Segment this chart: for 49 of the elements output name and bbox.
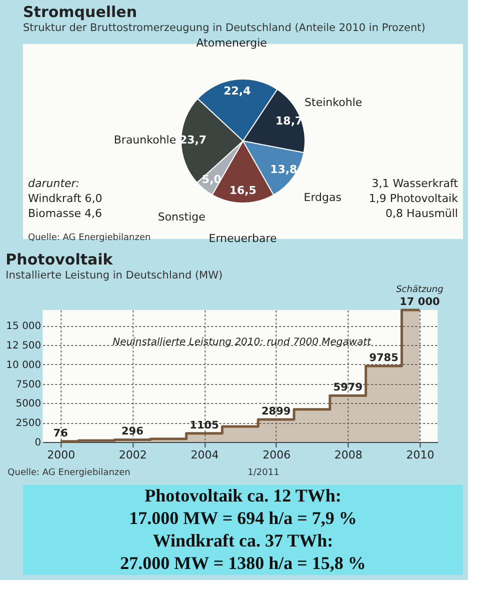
data-label: 22,4 (224, 84, 252, 98)
y-tick-label: 7500 (16, 379, 42, 390)
data-label: 18,7 (276, 114, 303, 128)
chart-subtitle: Struktur der Bruttostromerzeugung in Deutschland (Anteile 2010 in Prozent) (23, 22, 426, 34)
text: 17.000 MW = 694 h/a = 7,9 % (129, 508, 357, 528)
slice-label: Erdgas (304, 191, 342, 204)
text: Biomasse 4,6 (28, 207, 102, 220)
data-label: 9785 (369, 352, 398, 364)
chart-title: Photovoltaik (6, 250, 114, 268)
data-label: 16,5 (229, 184, 256, 197)
annotation: Schätzung (396, 285, 444, 295)
y-tick-label: 5000 (16, 398, 42, 410)
chart-subtitle: Installierte Leistung in Deutschland (MW) (6, 270, 223, 282)
data-label: 296 (121, 426, 144, 438)
slice-label: Steinkohle (304, 96, 362, 110)
data-label: 17 000 (400, 296, 440, 308)
y-tick-label: 15 000 (6, 321, 42, 332)
text: 27.000 MW = 1380 h/a = 15,8 % (120, 552, 366, 573)
text: Photovoltaik ca. 12 TWh: (144, 485, 342, 506)
chart-title: Stromquellen (23, 3, 138, 22)
text: Windkraft ca. 37 TWh: (152, 530, 334, 550)
slice-label: Braunkohle (114, 133, 176, 146)
source-note: Quelle: AG Energiebilanzen (28, 233, 151, 243)
data-label: 5979 (333, 382, 363, 394)
text: Windkraft 6,0 (28, 192, 102, 205)
x-tick-label: 2006 (262, 448, 291, 462)
slice-label: Sonstige (158, 210, 206, 224)
source-note: Quelle: AG Energiebilanzen (8, 468, 130, 478)
y-tick-label: 10 000 (6, 360, 42, 371)
y-tick-label: 0 (34, 438, 42, 448)
y-tick-label: 2500 (16, 418, 42, 430)
data-label: 76 (53, 427, 68, 440)
text: 0,8 Hausmüll (385, 207, 458, 220)
slice-label: Erneuerbare (208, 232, 278, 245)
text: 3,1 Wasserkraft (372, 177, 459, 190)
text: darunter: (28, 177, 80, 190)
y-tick-label: 12 500 (6, 340, 42, 352)
text: 1/2011 (248, 468, 280, 478)
x-tick-label: 2000 (47, 448, 76, 462)
x-tick-label: 2004 (190, 448, 219, 462)
data-label: 13,8 (270, 163, 298, 176)
x-tick-label: 2008 (334, 448, 362, 462)
annotation: Neuinstallierte Leistung 2010: rund 7000 Megawatt (112, 337, 372, 348)
text: 1,9 Photovoltaik (368, 192, 459, 205)
data-label: 1105 (190, 419, 219, 432)
slice-label: Atomenergie (196, 36, 268, 50)
x-tick-label: 2002 (118, 448, 147, 462)
x-tick-label: 2010 (406, 448, 434, 462)
data-label: 2899 (261, 405, 291, 418)
